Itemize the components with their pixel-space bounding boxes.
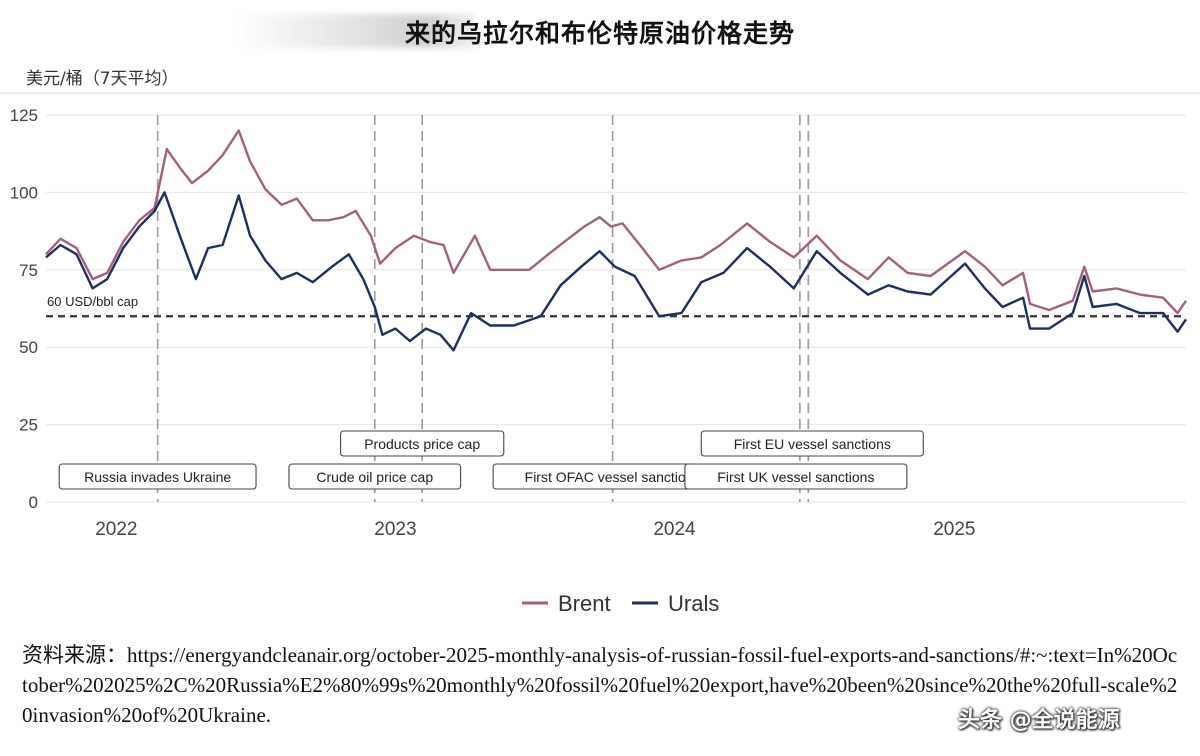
y-tick-label: 25 <box>19 416 38 435</box>
series-line-brent <box>45 129 1187 315</box>
watermark: 头条 @全说能源 <box>958 708 1120 733</box>
event-label-box <box>700 430 924 457</box>
event-label: First EU vessel sanctions <box>734 436 891 452</box>
y-tick-label: 125 <box>10 106 38 125</box>
chart-title: 来的乌拉尔和布伦特原油价格走势 <box>404 19 795 48</box>
legend-label-urals: Urals <box>668 591 719 616</box>
event-label-box <box>340 430 505 457</box>
y-tick-label: 75 <box>19 261 38 280</box>
price-chart: 0 25 50 75 100 125 2022 2023 2024 2025 60 USD/bbl … <box>0 92 1200 616</box>
title-redaction-blur <box>236 14 476 48</box>
source-note: 资料来源：https://energyandcleanair.org/octob… <box>22 643 1178 727</box>
y-tick-label: 0 <box>29 493 38 512</box>
x-tick-label: 2022 <box>95 519 137 540</box>
legend-label-brent: Brent <box>558 591 611 616</box>
y-axis-label: 美元/桶（7天平均） <box>26 69 179 89</box>
event-label-box <box>684 463 908 490</box>
y-tick-label: 50 <box>19 338 38 357</box>
x-tick-label: 2025 <box>933 519 975 540</box>
event-label: Crude oil price cap <box>316 469 433 485</box>
x-tick-label: 2024 <box>653 519 696 540</box>
x-tick-label: 2023 <box>374 519 416 540</box>
event-label: First UK vessel sanctions <box>717 469 874 485</box>
event-label: Products price cap <box>364 436 480 452</box>
event-label: Russia invades Ukraine <box>84 469 231 485</box>
event-label-box <box>288 463 462 490</box>
event-label-box <box>58 463 257 490</box>
series-line-urals <box>45 191 1187 352</box>
y-tick-label: 100 <box>10 183 38 202</box>
price-cap-label: 60 USD/bbl cap <box>47 294 138 309</box>
event-label: First OFAC vessel sanctions <box>525 469 701 485</box>
